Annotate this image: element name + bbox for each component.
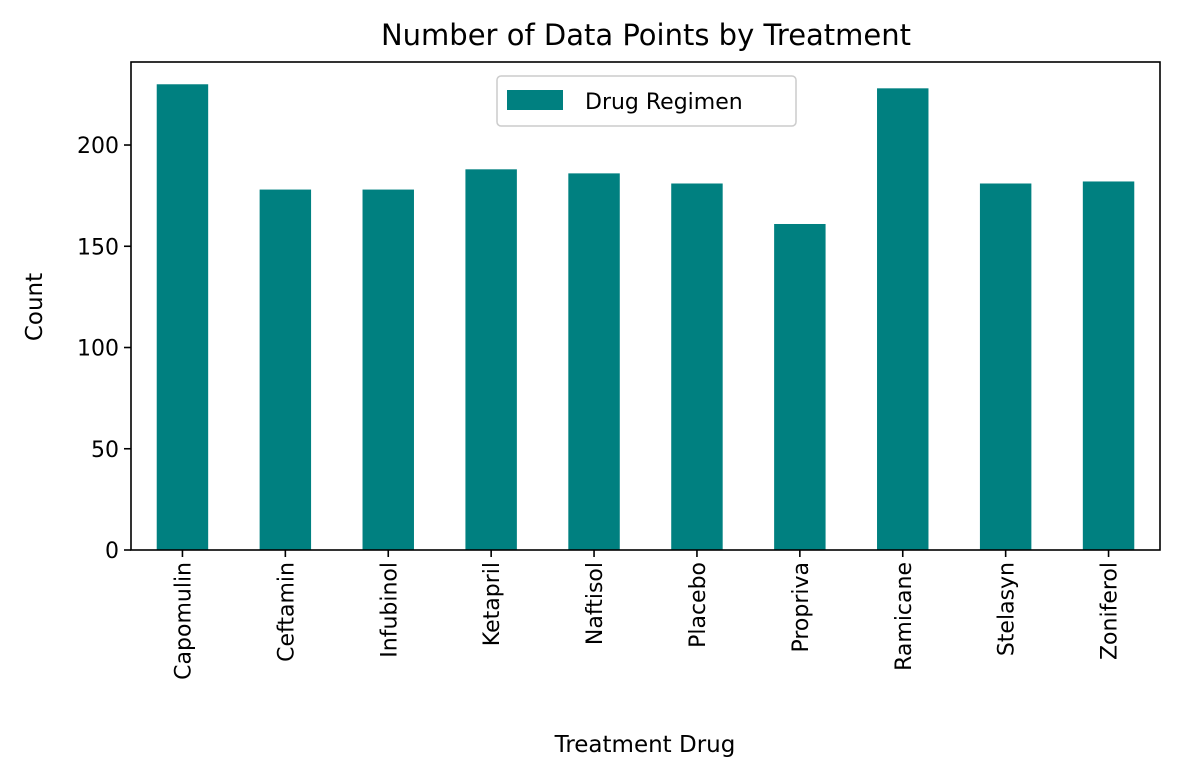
plot-frame bbox=[130, 61, 1161, 551]
x-tick-label: Ceftamin bbox=[274, 562, 299, 662]
y-tick-label: 200 bbox=[77, 134, 119, 159]
legend-label: Drug Regimen bbox=[585, 90, 743, 115]
y-tick-label: 50 bbox=[91, 438, 119, 463]
legend: Drug Regimen bbox=[496, 75, 797, 127]
bar-stelasyn bbox=[979, 183, 1032, 550]
x-axis: Capomulin Ceftamin Infubinol Ketapril Naftis… bbox=[171, 550, 1123, 680]
y-tick-label: 100 bbox=[77, 337, 119, 362]
bar-ramicane bbox=[877, 88, 929, 550]
x-tick-label: Capomulin bbox=[171, 562, 196, 680]
bar-ketapril bbox=[465, 169, 517, 550]
bar-placebo bbox=[671, 183, 723, 550]
y-axis-label: Count bbox=[22, 273, 48, 341]
x-tick-label: Ramicane bbox=[892, 562, 917, 671]
x-tick-label: Ketapril bbox=[480, 562, 505, 646]
bar-capomulin bbox=[156, 84, 209, 550]
x-axis-label: Treatment Drug bbox=[554, 732, 736, 758]
legend-box bbox=[496, 75, 797, 127]
x-tick-label: Naftisol bbox=[583, 562, 608, 645]
bar-naftisol bbox=[568, 173, 620, 550]
x-tick-label: Placebo bbox=[686, 562, 711, 648]
legend-swatch bbox=[507, 90, 563, 110]
x-tick-label: Stelasyn bbox=[995, 562, 1020, 656]
x-tick-label: Zoniferol bbox=[1098, 562, 1123, 660]
y-tick-label: 150 bbox=[77, 235, 119, 260]
bar-infubinol bbox=[362, 189, 414, 550]
y-tick-label: 0 bbox=[105, 539, 119, 564]
x-tick-label: Propriva bbox=[789, 562, 814, 653]
bar-ceftamin bbox=[259, 189, 312, 550]
bars-layer bbox=[156, 84, 1135, 550]
chart-title: Number of Data Points by Treatment bbox=[381, 18, 911, 52]
bar-propriva bbox=[774, 223, 826, 550]
bar-zoniferol bbox=[1082, 181, 1135, 550]
y-axis: 0 50 100 150 200 bbox=[77, 134, 131, 564]
x-tick-label: Infubinol bbox=[377, 562, 402, 658]
